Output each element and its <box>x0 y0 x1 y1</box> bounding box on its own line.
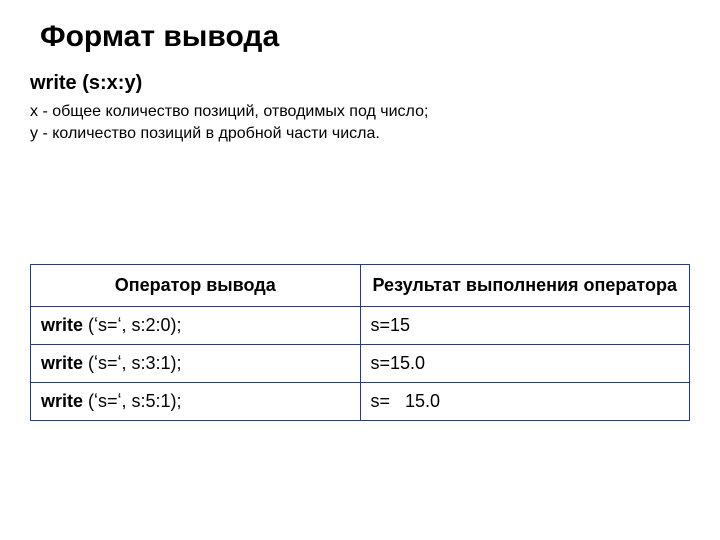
write-keyword: write <box>41 353 83 373</box>
col-header-operator: Оператор вывода <box>31 265 361 307</box>
cell-operator: write (ʻs=ʻ, s:5:1); <box>31 383 361 421</box>
desc-line-2: y - количество позиций в дробной части ч… <box>30 125 380 142</box>
table-row: write (ʻs=ʻ, s:3:1); s=15.0 <box>31 345 690 383</box>
col-header-result: Результат выполнения оператора <box>360 265 690 307</box>
write-keyword: write <box>41 315 83 335</box>
table-row: write (ʻs=ʻ, s:5:1); s= 15.0 <box>31 383 690 421</box>
table-header-row: Оператор вывода Результат выполнения опе… <box>31 265 690 307</box>
cell-operator: write (ʻs=ʻ, s:3:1); <box>31 345 361 383</box>
write-args: (ʻs=ʻ, s:5:1); <box>83 391 182 411</box>
write-keyword: write <box>41 391 83 411</box>
page-title: Формат вывода <box>40 20 690 54</box>
cell-operator: write (ʻs=ʻ, s:2:0); <box>31 307 361 345</box>
slide: Формат вывода write (s:x:y) x - общее ко… <box>0 0 720 421</box>
cell-result: s= 15.0 <box>360 383 690 421</box>
table-row: write (ʻs=ʻ, s:2:0); s=15 <box>31 307 690 345</box>
cell-result: s=15.0 <box>360 345 690 383</box>
syntax-line: write (s:x:y) <box>30 72 690 95</box>
write-args: (ʻs=ʻ, s:2:0); <box>83 315 182 335</box>
write-args: (ʻs=ʻ, s:3:1); <box>83 353 182 373</box>
cell-result: s=15 <box>360 307 690 345</box>
output-table: Оператор вывода Результат выполнения опе… <box>30 264 690 421</box>
description: x - общее количество позиций, отводимых … <box>30 101 690 144</box>
desc-line-1: x - общее количество позиций, отводимых … <box>30 103 428 120</box>
